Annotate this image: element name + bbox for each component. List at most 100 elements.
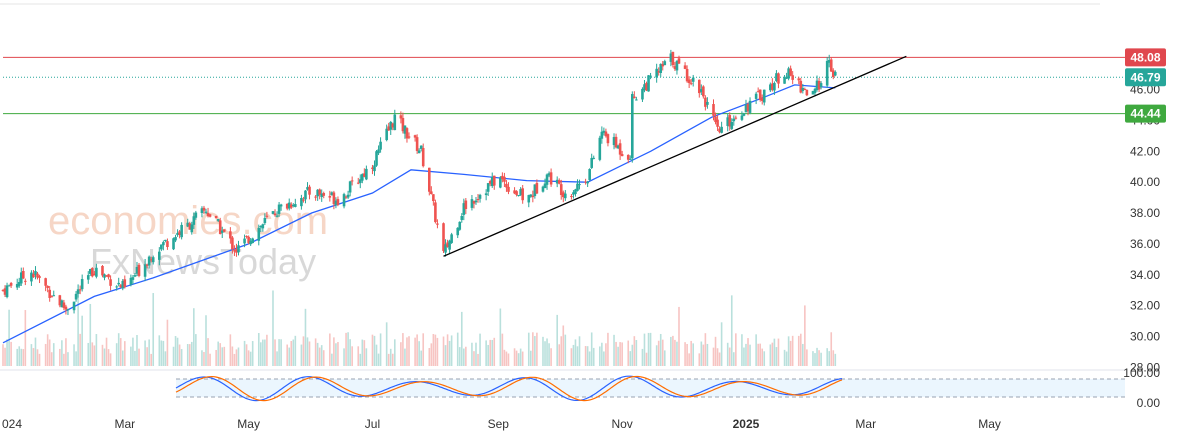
- candle: [143, 259, 147, 282]
- candle-body: [620, 154, 624, 157]
- candle: [730, 118, 734, 131]
- candle-body: [507, 186, 510, 192]
- volume-bar: [601, 342, 603, 366]
- candle: [531, 190, 535, 203]
- candle-body: [432, 194, 435, 202]
- candle-body: [330, 192, 334, 196]
- candle-body: [24, 280, 27, 282]
- candlesticks[interactable]: [1, 49, 837, 315]
- candle-body: [813, 88, 817, 94]
- candle-body: [515, 191, 518, 195]
- candle: [58, 294, 62, 308]
- candle: [285, 203, 289, 211]
- candle: [407, 132, 411, 140]
- volume-bar: [257, 333, 260, 366]
- candle: [521, 185, 524, 204]
- candle-body: [302, 199, 305, 201]
- volume-bar: [771, 342, 774, 366]
- horizontal-levels[interactable]: [3, 56, 1125, 115]
- volume-bar: [530, 350, 532, 366]
- volume-bar: [203, 351, 205, 366]
- volume-bar: [649, 332, 652, 366]
- volume-bar: [661, 339, 664, 366]
- volume-bar: [278, 339, 280, 366]
- x-axis[interactable]: 024 Mar May Jul Sep Nov 2025 Mar May: [2, 417, 1001, 431]
- candle: [535, 179, 539, 195]
- y-tick-label: 40.00: [1130, 175, 1160, 189]
- candle-body: [162, 242, 165, 246]
- candle: [7, 284, 11, 287]
- candle: [60, 299, 64, 308]
- candle-body: [417, 150, 421, 154]
- x-tick-label: 024: [2, 417, 22, 431]
- candle-body: [456, 227, 460, 236]
- stochastic-panel[interactable]: 100.00 0.00: [0, 366, 1160, 410]
- candle-body: [773, 82, 776, 91]
- candle: [314, 195, 317, 201]
- volume-bar: [2, 344, 4, 366]
- candle-body: [407, 136, 411, 138]
- volume-bar: [371, 334, 374, 366]
- candle: [304, 190, 307, 204]
- candle: [801, 83, 805, 94]
- candle: [460, 213, 464, 223]
- candle: [237, 240, 240, 256]
- volume-bar: [714, 336, 717, 366]
- candle-body: [188, 223, 192, 230]
- candle: [643, 79, 646, 93]
- candle-body: [32, 274, 35, 278]
- volume-bar: [747, 338, 749, 366]
- volume-bar: [274, 339, 276, 366]
- candle-body: [484, 193, 488, 196]
- candle: [88, 268, 92, 276]
- candle: [756, 87, 760, 93]
- candle-body: [186, 222, 190, 227]
- price-tag: 44.44: [1125, 104, 1166, 123]
- candle-body: [115, 286, 118, 288]
- trendline[interactable]: [443, 55, 907, 257]
- candle-body: [529, 194, 533, 197]
- volume-bar: [20, 348, 23, 366]
- candle: [702, 85, 705, 99]
- candle-body: [769, 84, 772, 91]
- volume-bar: [16, 348, 19, 366]
- candle: [46, 285, 49, 293]
- candle: [158, 247, 161, 266]
- candle-body: [30, 272, 33, 282]
- candle-body: [501, 175, 504, 180]
- trendline-layer[interactable]: [443, 55, 907, 257]
- volume-bar: [174, 336, 177, 366]
- volume-bar: [499, 308, 502, 366]
- candle-body: [137, 264, 141, 276]
- candle-body: [831, 70, 835, 78]
- candle: [687, 76, 691, 89]
- candle-body: [549, 172, 553, 185]
- volume-bar: [316, 342, 319, 366]
- candle: [48, 285, 51, 302]
- candle-body: [64, 306, 68, 310]
- volume-bar: [743, 347, 745, 366]
- candle-body: [555, 179, 559, 184]
- volume-bar: [542, 336, 544, 366]
- volume-bar: [670, 336, 672, 366]
- candle-body: [631, 94, 634, 159]
- volume-bar: [641, 348, 644, 366]
- candle-body: [135, 266, 139, 274]
- candle: [135, 261, 139, 277]
- volume-bar: [75, 351, 77, 366]
- volume-bar: [379, 333, 382, 366]
- volume-bar: [260, 342, 262, 366]
- candle-body: [740, 115, 744, 120]
- candle: [744, 99, 748, 113]
- candle: [501, 172, 504, 183]
- candle: [263, 213, 267, 226]
- volume-bar: [103, 348, 106, 366]
- candle-body: [279, 204, 283, 207]
- candle-body: [166, 241, 169, 247]
- candle: [62, 299, 66, 311]
- candle-body: [797, 78, 801, 81]
- candle-body: [322, 193, 326, 196]
- candle-body: [720, 126, 723, 133]
- candle: [66, 308, 70, 315]
